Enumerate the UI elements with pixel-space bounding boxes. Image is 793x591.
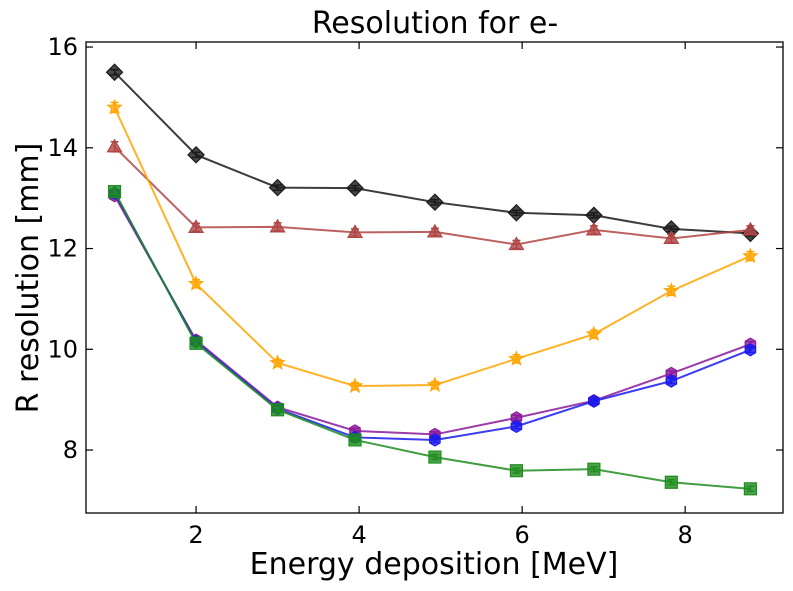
data-point (744, 343, 757, 357)
data-point (663, 230, 680, 245)
data-point (348, 433, 362, 447)
data-point (426, 193, 444, 212)
data-point (269, 354, 286, 370)
x-tick-label: 8 (678, 521, 693, 549)
plot-frame (85, 41, 784, 514)
y-tick-label: 14 (47, 134, 78, 162)
data-point (742, 221, 759, 236)
data-point (509, 464, 524, 478)
series-line (113, 71, 751, 235)
data-point (346, 224, 364, 239)
series-3 (106, 98, 759, 394)
data-point (106, 138, 123, 153)
x-tick-label: 4 (351, 521, 366, 549)
data-point (585, 206, 603, 225)
series-1 (105, 63, 760, 243)
series-6 (107, 185, 757, 496)
data-point (188, 219, 205, 233)
data-point (743, 482, 757, 496)
data-point (587, 462, 601, 476)
y-axis-title: R resolution [mm] (11, 143, 46, 414)
series-layer (105, 63, 760, 496)
data-point (429, 433, 441, 447)
data-point (585, 325, 603, 342)
y-tick-label: 8 (63, 436, 78, 464)
tick-layer: 2 4 6 8 8 10 12 14 16 (47, 33, 783, 549)
data-point (510, 419, 523, 434)
data-point (187, 275, 205, 291)
data-point (107, 185, 122, 199)
data-point (585, 221, 602, 236)
y-tick-label: 10 (47, 335, 78, 363)
x-tick-label: 2 (188, 521, 203, 549)
data-point (346, 377, 364, 394)
data-point (507, 203, 526, 222)
y-tick-label: 16 (47, 33, 78, 61)
series-2 (106, 138, 759, 251)
data-point (346, 179, 364, 197)
data-point (106, 98, 123, 115)
data-point (428, 450, 442, 464)
data-point (665, 374, 678, 388)
data-point (664, 475, 678, 489)
data-point (426, 376, 444, 393)
data-point (270, 403, 285, 417)
y-tick-label: 12 (47, 235, 78, 263)
data-point (588, 394, 600, 408)
data-point (187, 145, 205, 164)
chart-title: Resolution for e- (312, 6, 558, 41)
data-point (105, 63, 124, 82)
data-point (269, 218, 286, 233)
data-point (508, 350, 525, 366)
data-point (268, 178, 287, 197)
series-line (113, 107, 751, 388)
data-point (663, 282, 680, 298)
data-point (426, 223, 443, 238)
data-point (508, 236, 525, 251)
data-point (189, 336, 203, 350)
x-tick-label: 6 (514, 521, 529, 549)
data-point (742, 247, 759, 264)
x-axis-title: Energy deposition [MeV] (250, 547, 619, 582)
